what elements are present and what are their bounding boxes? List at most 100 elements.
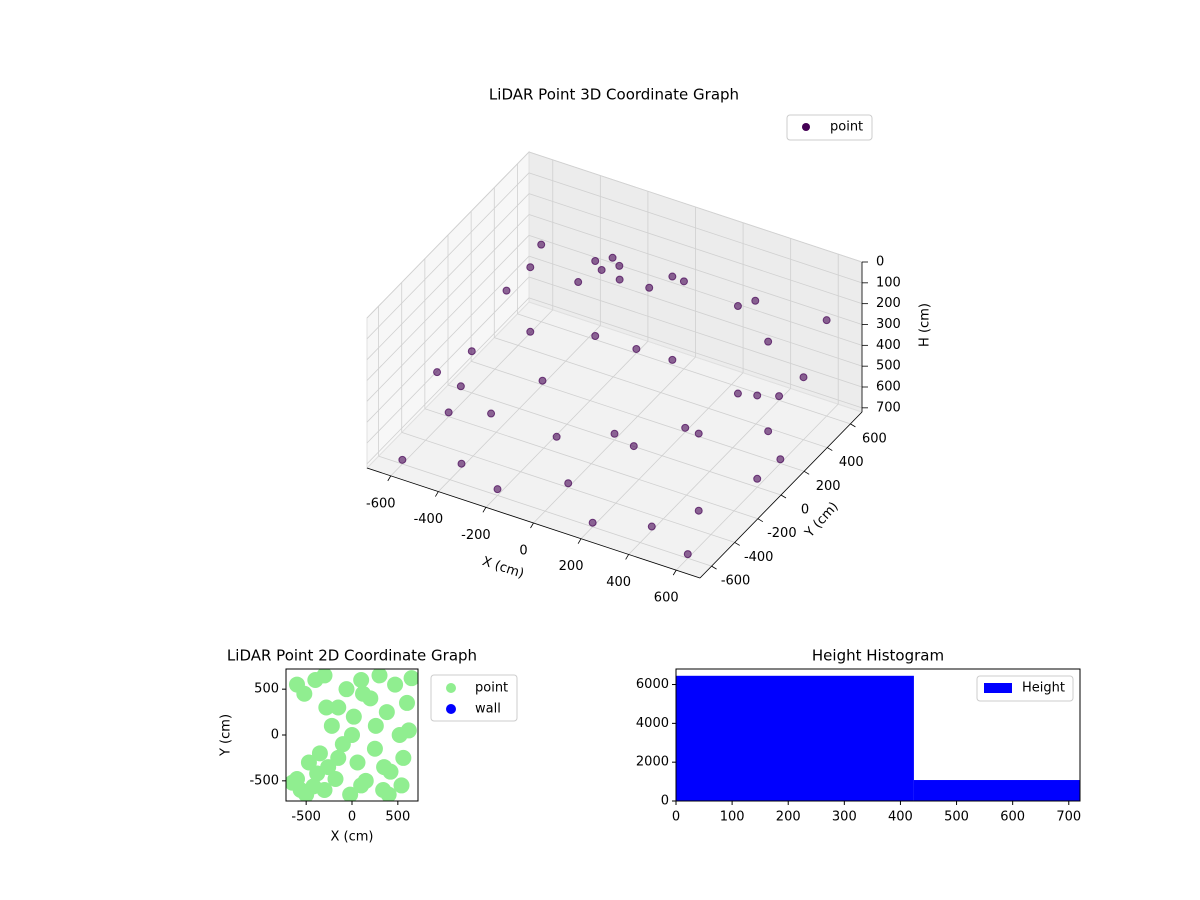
data-point xyxy=(355,685,371,702)
data-point xyxy=(679,277,688,286)
x-tick-label: 300 xyxy=(832,810,857,825)
plot-area xyxy=(286,669,418,801)
y-tick-label: 0 xyxy=(271,728,279,743)
z-tick-label: 0 xyxy=(876,255,884,270)
histogram-bar xyxy=(676,675,914,801)
x-axis-line xyxy=(366,467,701,579)
data-point xyxy=(645,283,654,292)
chart-title: Height Histogram xyxy=(812,647,944,665)
grid-line xyxy=(517,313,851,425)
data-point xyxy=(316,669,333,684)
y-tick-label: 0 xyxy=(661,794,669,809)
grid-line xyxy=(528,172,863,284)
grid-line xyxy=(366,172,530,340)
data-point xyxy=(552,432,561,441)
legend-marker xyxy=(446,683,456,693)
data-point xyxy=(591,331,600,340)
data-point xyxy=(444,408,453,417)
tick-mark xyxy=(734,542,740,546)
data-point xyxy=(764,427,773,436)
legend-box xyxy=(786,114,873,141)
tick-mark xyxy=(530,522,534,529)
data-point xyxy=(751,296,760,305)
data-point xyxy=(393,777,410,794)
data-point xyxy=(668,272,677,281)
grid-line xyxy=(528,214,863,325)
tick-mark xyxy=(482,507,487,513)
data-point xyxy=(776,455,785,464)
grid-line xyxy=(366,214,530,381)
data-point xyxy=(289,676,305,693)
legend-label: point xyxy=(475,681,508,696)
y-tick-label: -200 xyxy=(767,526,797,541)
data-point xyxy=(467,347,476,356)
data-point xyxy=(574,278,583,287)
data-point xyxy=(608,253,617,262)
x-tick-label: -400 xyxy=(414,512,444,527)
data-point xyxy=(345,708,362,725)
data-point xyxy=(487,409,496,418)
tick-mark xyxy=(827,447,833,451)
data-point xyxy=(311,745,328,762)
data-point xyxy=(683,550,692,559)
y-axis-line xyxy=(699,411,863,579)
grid-line xyxy=(366,193,530,360)
data-point xyxy=(371,669,388,684)
data-point xyxy=(537,240,546,249)
data-point xyxy=(316,782,333,798)
data-point xyxy=(632,344,641,353)
grid-line xyxy=(447,384,782,496)
grid-line xyxy=(528,255,863,367)
chart-title: LiDAR Point 3D Coordinate Graph xyxy=(489,86,739,104)
z-tick-label: 600 xyxy=(876,380,901,395)
legend-label: point xyxy=(830,120,863,135)
legend-marker xyxy=(446,704,456,714)
y-tick-label: 6000 xyxy=(636,677,669,692)
data-point xyxy=(403,670,418,687)
grid-line xyxy=(366,151,530,319)
histogram-bar xyxy=(913,780,1080,801)
legend-marker xyxy=(802,123,810,131)
data-point xyxy=(493,485,502,494)
tick-mark xyxy=(672,569,677,576)
grid-line xyxy=(401,432,735,543)
z-tick-label: 400 xyxy=(876,338,901,353)
data-point xyxy=(433,368,442,377)
x-tick-label: 600 xyxy=(654,591,679,606)
x-axis-label: X (cm) xyxy=(331,830,374,845)
z-axis-label: H (cm) xyxy=(918,303,933,347)
data-point xyxy=(338,681,355,698)
x-tick-label: 500 xyxy=(944,810,969,825)
y-tick-label: -500 xyxy=(249,773,279,788)
x-tick-label: -500 xyxy=(291,810,321,825)
data-point xyxy=(367,717,384,734)
data-point xyxy=(753,474,762,483)
data-point xyxy=(323,717,340,734)
data-point xyxy=(764,337,773,346)
data-point xyxy=(629,442,638,451)
tick-mark xyxy=(803,470,810,475)
x-tick-label: 500 xyxy=(385,810,410,825)
x-tick-label: 0 xyxy=(672,810,680,825)
tick-mark xyxy=(780,494,787,499)
data-point xyxy=(399,694,415,711)
data-point xyxy=(376,759,393,776)
data-point xyxy=(342,786,359,801)
y-axis-label: Y (cm) xyxy=(219,714,234,757)
data-point xyxy=(681,423,690,432)
data-point xyxy=(330,699,347,716)
z-tick-label: 300 xyxy=(876,317,901,332)
data-point xyxy=(378,704,395,721)
data-point xyxy=(733,302,742,311)
data-point xyxy=(400,722,417,739)
grid-line xyxy=(528,193,863,305)
z-tick-label: 700 xyxy=(876,400,901,415)
data-point xyxy=(344,727,360,743)
grid-line xyxy=(366,255,530,423)
grid-line xyxy=(424,408,758,520)
data-point xyxy=(502,286,511,295)
tick-mark xyxy=(577,538,582,544)
legend-label: Height xyxy=(1022,681,1065,696)
data-point xyxy=(398,455,407,464)
